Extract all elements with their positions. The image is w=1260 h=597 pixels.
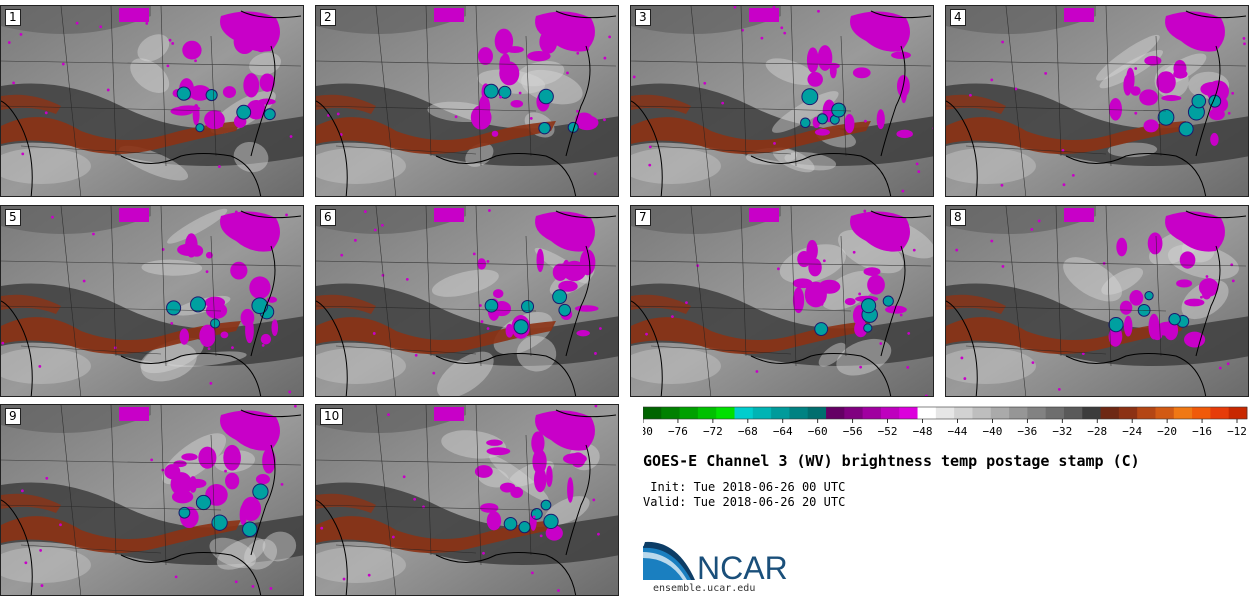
colorbar-tick-label: −40 bbox=[982, 425, 1002, 438]
panel-number: 9 bbox=[5, 408, 21, 425]
colorbar-segment bbox=[1045, 407, 1065, 419]
colorbar-tick-label: −56 bbox=[843, 425, 863, 438]
map-panel-6: 6 bbox=[315, 205, 619, 397]
colorbar-segment bbox=[734, 407, 754, 419]
colorbar-tick-label: −52 bbox=[878, 425, 898, 438]
colorbar-tick-label: −44 bbox=[948, 425, 968, 438]
ncar-logo: NCAR bbox=[643, 541, 788, 582]
colorbar-tick-label: −72 bbox=[703, 425, 723, 438]
panel-number: 10 bbox=[320, 408, 344, 425]
colorbar: −80 −76 −72 −68 −64 −60 −56 −52 −48 −44 −40 −36 −32 −… bbox=[643, 406, 1248, 438]
colorbar-segment bbox=[1027, 407, 1047, 419]
colorbar-tick-label: −76 bbox=[668, 425, 688, 438]
valid-time: Valid: Tue 2018-06-26 20 UTC bbox=[643, 495, 846, 509]
panel-number: 4 bbox=[950, 9, 966, 26]
map-panel-1: 1 bbox=[0, 5, 304, 197]
colorbar-segment bbox=[1210, 407, 1230, 419]
colorbar-segment bbox=[752, 407, 772, 419]
colorbar-segment bbox=[807, 407, 827, 419]
colorbar-segment bbox=[1063, 407, 1083, 419]
page-title: GOES-E Channel 3 (WV) brightness temp po… bbox=[643, 452, 1140, 470]
logo-text: NCAR bbox=[697, 550, 788, 582]
colorbar-tick-label: −48 bbox=[913, 425, 933, 438]
panel-number: 3 bbox=[635, 9, 651, 26]
map-panel-10: 10 bbox=[315, 404, 619, 596]
colorbar-segment bbox=[935, 407, 955, 419]
colorbar-segment bbox=[679, 407, 699, 419]
map-panel-4: 4 bbox=[945, 5, 1249, 197]
map-panel-3: 3 bbox=[630, 5, 934, 197]
panel-number: 2 bbox=[320, 9, 336, 26]
colorbar-segment bbox=[716, 407, 735, 419]
panel-number: 8 bbox=[950, 209, 966, 226]
colorbar-tick-label: −80 bbox=[643, 425, 653, 438]
colorbar-segment bbox=[826, 407, 845, 419]
colorbar-segment bbox=[862, 407, 882, 419]
colorbar-segment bbox=[1082, 407, 1101, 419]
colorbar-tick-label: −16 bbox=[1192, 425, 1212, 438]
panel-number: 6 bbox=[320, 209, 336, 226]
panel-number: 5 bbox=[5, 209, 21, 226]
colorbar-segment bbox=[1173, 407, 1193, 419]
colorbar-segment bbox=[917, 407, 937, 419]
panel-number: 1 bbox=[5, 9, 21, 26]
colorbar-tick-label: −68 bbox=[738, 425, 758, 438]
colorbar-tick-label: −28 bbox=[1087, 425, 1107, 438]
colorbar-segment bbox=[697, 407, 717, 419]
map-panel-2: 2 bbox=[315, 5, 619, 197]
colorbar-segment bbox=[844, 407, 864, 419]
colorbar-segment bbox=[661, 407, 681, 419]
colorbar-segment bbox=[1137, 407, 1156, 419]
colorbar-tick-label: −24 bbox=[1122, 425, 1142, 438]
colorbar-segment bbox=[789, 407, 809, 419]
site-url: ensemble.ucar.edu bbox=[653, 583, 756, 594]
colorbar-tick-label: −20 bbox=[1157, 425, 1177, 438]
colorbar-segment bbox=[954, 407, 973, 419]
map-panel-7: 7 bbox=[630, 205, 934, 397]
map-panel-5: 5 bbox=[0, 205, 304, 397]
colorbar-segment bbox=[1228, 407, 1248, 419]
panel-number: 7 bbox=[635, 209, 651, 226]
colorbar-segment bbox=[972, 407, 992, 419]
colorbar-segment bbox=[1155, 407, 1175, 419]
colorbar-segment bbox=[1118, 407, 1138, 419]
colorbar-tick-label: −60 bbox=[808, 425, 828, 438]
colorbar-segment bbox=[880, 407, 900, 419]
colorbar-tick-label: −32 bbox=[1052, 425, 1072, 438]
colorbar-tick-label: −12 bbox=[1227, 425, 1247, 438]
init-time: Init: Tue 2018-06-26 00 UTC bbox=[643, 480, 846, 494]
colorbar-segment bbox=[771, 407, 790, 419]
colorbar-segment bbox=[1009, 407, 1028, 419]
colorbar-segment bbox=[990, 407, 1010, 419]
map-panel-9: 9 bbox=[0, 404, 304, 596]
colorbar-tick-label: −36 bbox=[1017, 425, 1037, 438]
colorbar-segment bbox=[643, 407, 662, 419]
colorbar-segment bbox=[1100, 407, 1120, 419]
map-panel-8: 8 bbox=[945, 205, 1249, 397]
colorbar-tick-label: −64 bbox=[773, 425, 793, 438]
colorbar-segment bbox=[899, 407, 918, 419]
colorbar-segment bbox=[1192, 407, 1211, 419]
